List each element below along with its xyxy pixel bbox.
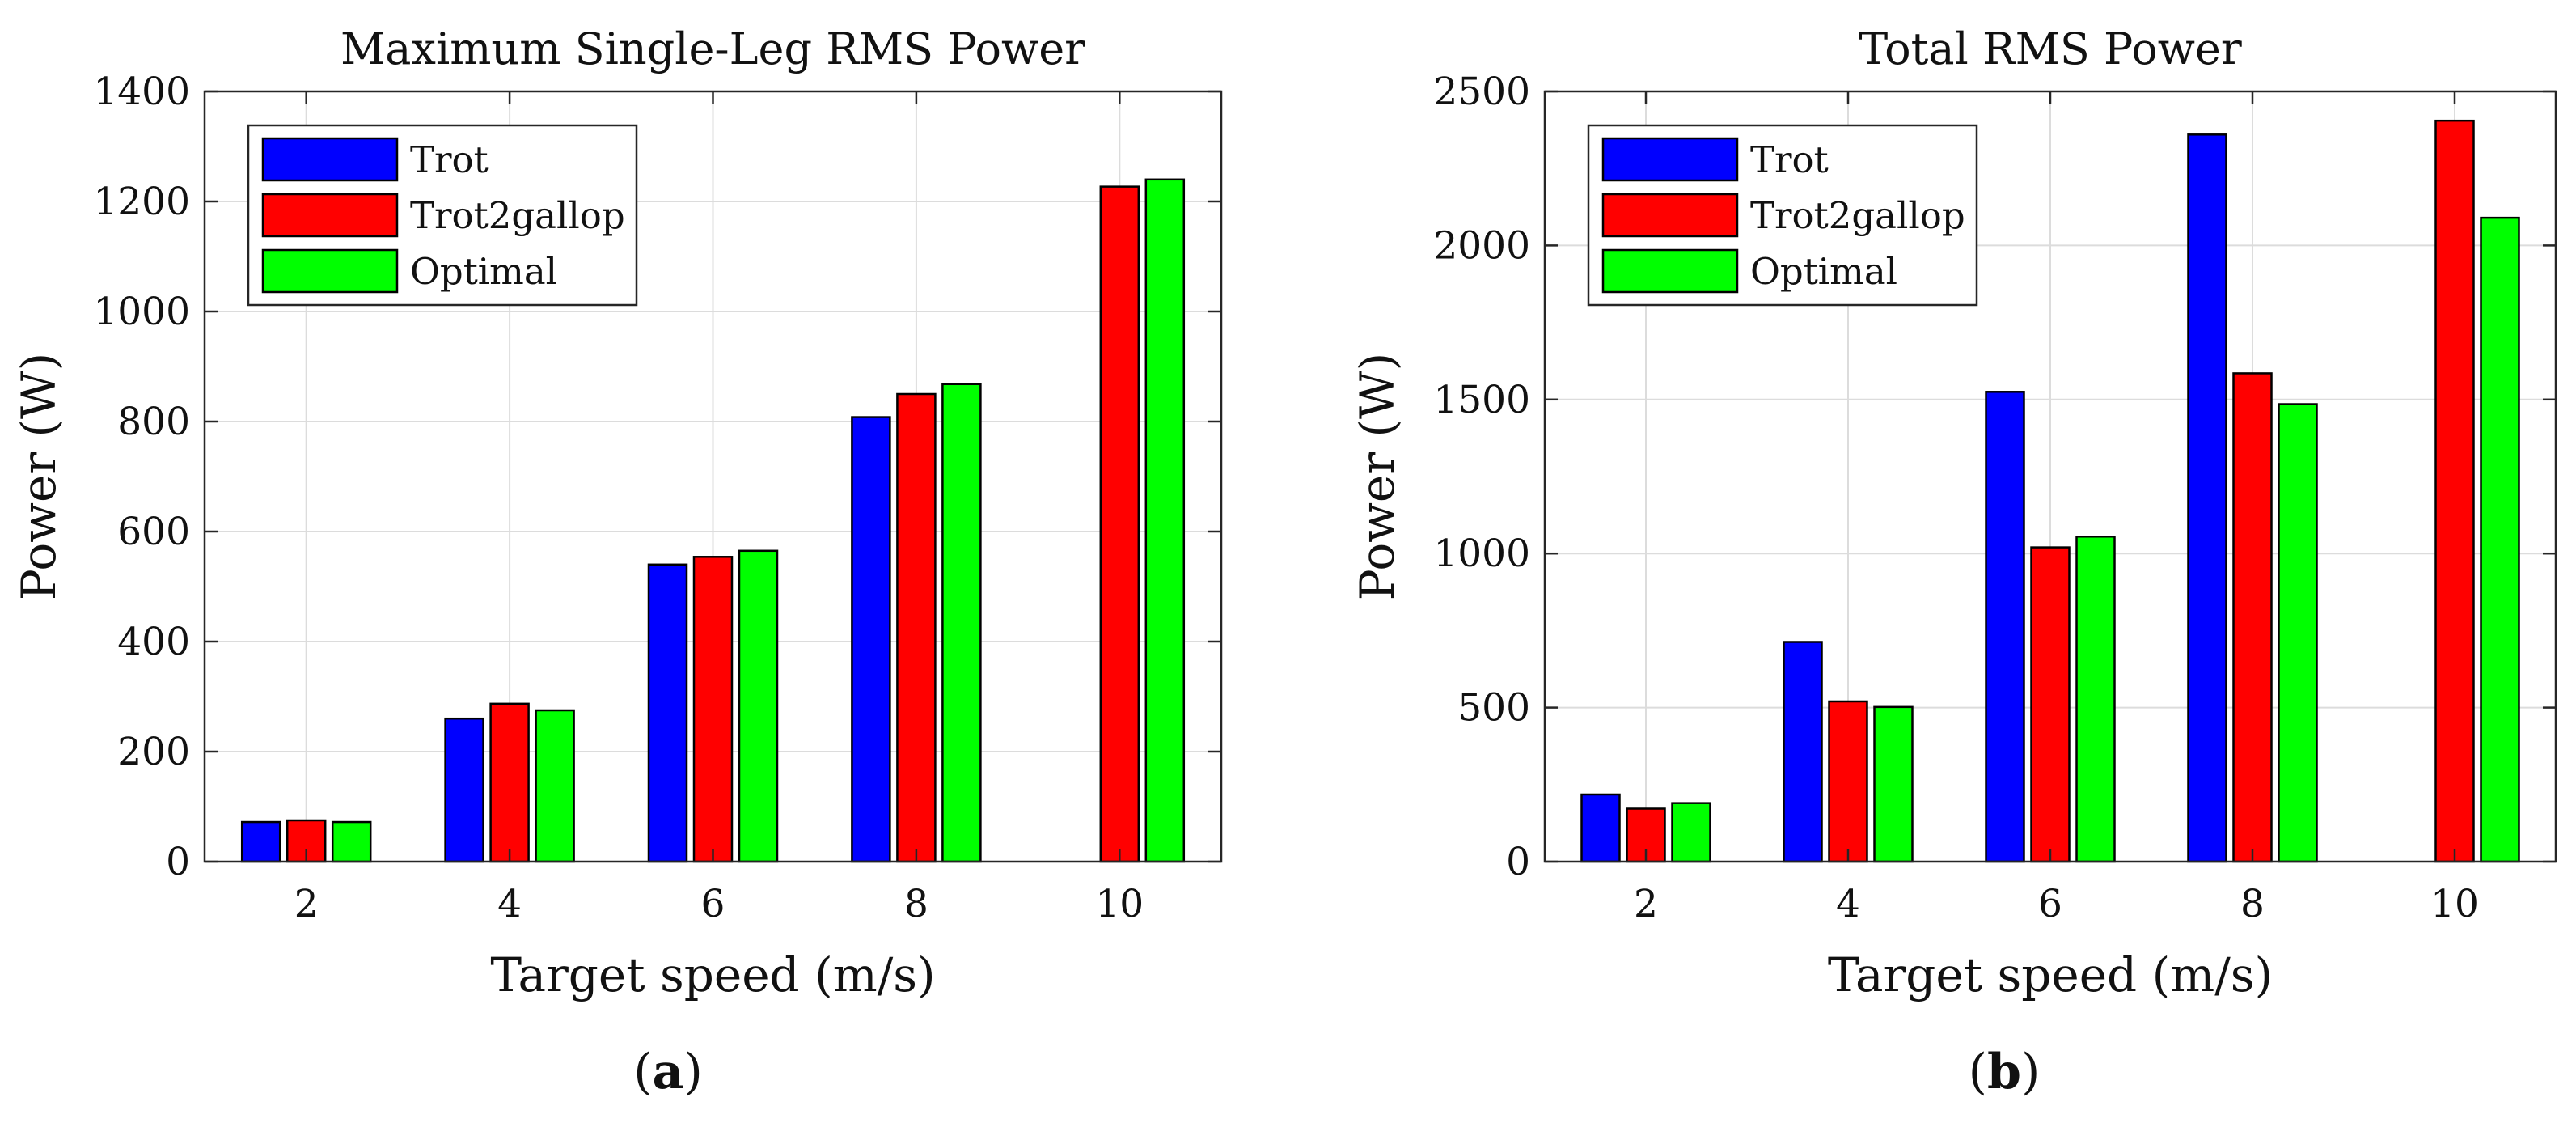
x-tick-label: 8 xyxy=(904,882,928,926)
y-tick-label: 1400 xyxy=(93,70,190,114)
x-tick-label: 6 xyxy=(2038,882,2062,926)
x-tick-label: 10 xyxy=(1095,882,1144,926)
legend-label-optimal: Optimal xyxy=(410,250,557,293)
bar-trot-8 xyxy=(851,416,891,863)
bar-optimal-8 xyxy=(2278,403,2318,863)
chart-panel-a: 0 200 400 600 800 1000 1200 1400 2 4 6 8 10 Maximum S… xyxy=(11,23,1223,1100)
x-tick-label: 4 xyxy=(497,882,522,926)
x-tick-label: 4 xyxy=(1836,882,1860,926)
bar-optimal-4 xyxy=(535,709,575,863)
legend-label-optimal: Optimal xyxy=(1750,250,1897,293)
caption-open-paren: ( xyxy=(1969,1044,1987,1100)
chart-title: Total RMS Power xyxy=(1859,23,2242,74)
y-tick-label: 1200 xyxy=(93,180,190,224)
x-tick-label: 6 xyxy=(701,882,725,926)
legend-swatch-trot xyxy=(261,137,399,182)
bar-trot2gallop-8 xyxy=(2232,372,2273,863)
bar-trot-4 xyxy=(444,717,484,863)
chart-panel-b: 0 500 1000 1500 2000 2500 2 4 6 8 10 Total RMS Powe… xyxy=(1350,23,2557,1100)
y-tick-label: 600 xyxy=(117,510,190,554)
y-tick-label: 200 xyxy=(117,730,190,774)
y-tick-label: 0 xyxy=(166,840,190,884)
legend-swatch-trot2gallop xyxy=(261,193,399,238)
bar-optimal-10 xyxy=(2480,216,2520,863)
legend-label-trot2gallop: Trot2gallop xyxy=(410,194,625,237)
bar-trot-4 xyxy=(1783,641,1823,863)
bar-trot-8 xyxy=(2187,133,2227,863)
caption-close-paren: ) xyxy=(2021,1044,2040,1100)
bar-trot-2 xyxy=(240,820,281,863)
x-tick-label: 2 xyxy=(1634,882,1658,926)
caption-open-paren: ( xyxy=(633,1044,652,1100)
bar-trot2gallop-8 xyxy=(896,392,937,863)
y-tick-label: 1000 xyxy=(93,290,190,334)
bar-trot2gallop-4 xyxy=(1828,700,1868,863)
bar-trot2gallop-10 xyxy=(1099,185,1140,863)
y-tick-label: 0 xyxy=(1506,840,1530,884)
bar-trot2gallop-6 xyxy=(692,556,734,863)
panel-caption: (a) xyxy=(633,1044,703,1100)
legend-swatch-trot2gallop xyxy=(1601,193,1739,238)
y-tick-label: 1000 xyxy=(1433,532,1530,576)
y-tick-label: 2500 xyxy=(1433,70,1530,114)
bar-optimal-2 xyxy=(1671,802,1711,863)
y-tick-label: 800 xyxy=(117,400,190,444)
bar-trot2gallop-4 xyxy=(489,702,530,863)
x-axis-label: Target speed (m/s) xyxy=(490,947,935,1002)
y-tick-label: 2000 xyxy=(1433,223,1530,268)
x-tick-label: 8 xyxy=(2240,882,2265,926)
bar-optimal-10 xyxy=(1144,178,1186,863)
bar-trot2gallop-10 xyxy=(2434,119,2475,863)
y-axis-label: Power (W) xyxy=(1350,353,1405,601)
y-tick-label: 400 xyxy=(117,620,190,664)
caption-letter: b xyxy=(1987,1044,2021,1100)
bar-trot2gallop-6 xyxy=(2030,546,2071,863)
x-axis-label: Target speed (m/s) xyxy=(1828,947,2273,1002)
y-tick-label: 500 xyxy=(1457,686,1530,731)
legend-label-trot: Trot xyxy=(1750,138,1829,181)
legend-swatch-optimal xyxy=(1601,248,1739,294)
bar-trot-6 xyxy=(647,563,688,863)
bar-trot-6 xyxy=(1985,391,2025,863)
legend-label-trot: Trot xyxy=(410,138,489,181)
legend-label-trot2gallop: Trot2gallop xyxy=(1750,194,1965,237)
y-axis-label: Power (W) xyxy=(11,353,66,601)
bar-optimal-4 xyxy=(1873,705,1914,863)
panel-caption: (b) xyxy=(1969,1044,2041,1100)
legend-swatch-trot xyxy=(1601,137,1739,182)
x-tick-label: 2 xyxy=(294,882,319,926)
legend-swatch-optimal xyxy=(261,248,399,294)
legend: Trot Trot2gallop Optimal xyxy=(247,124,638,307)
legend: Trot Trot2gallop Optimal xyxy=(1587,124,1978,307)
bar-optimal-6 xyxy=(2075,536,2116,863)
bar-optimal-2 xyxy=(331,820,372,863)
bar-trot-2 xyxy=(1580,793,1621,863)
x-tick-label: 10 xyxy=(2430,882,2479,926)
y-tick-label: 1500 xyxy=(1433,378,1530,422)
bar-optimal-6 xyxy=(738,549,779,863)
bar-optimal-8 xyxy=(941,383,982,863)
caption-letter: a xyxy=(653,1044,684,1100)
caption-close-paren: ) xyxy=(683,1044,702,1100)
chart-title: Maximum Single-Leg RMS Power xyxy=(341,23,1085,74)
